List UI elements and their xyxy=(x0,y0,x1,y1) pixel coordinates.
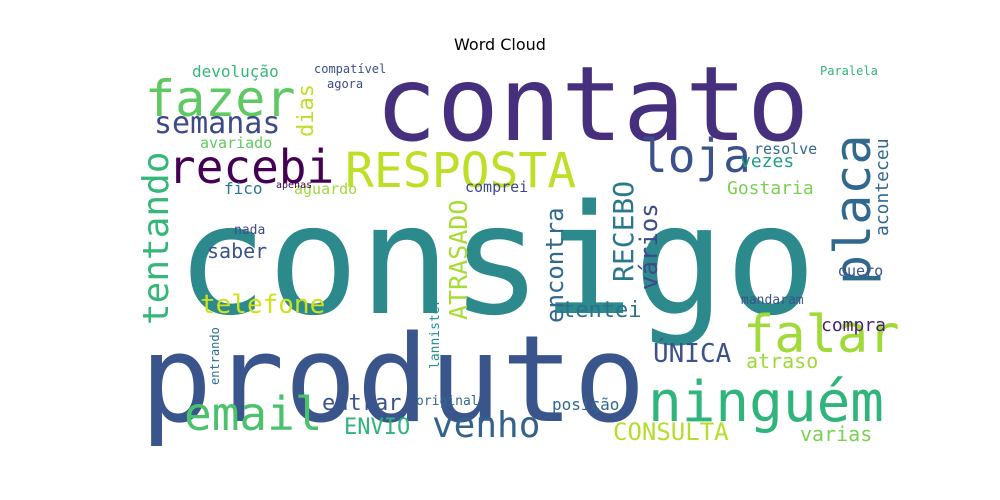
word-única: ÚNICA xyxy=(653,337,732,369)
word-placa: placa xyxy=(824,134,882,285)
word-resolve: resolve xyxy=(754,140,817,158)
word-fazer: fazer xyxy=(145,70,296,128)
word-avariado: avariado xyxy=(200,134,272,152)
word-email: email xyxy=(184,387,322,441)
word-vários: vários xyxy=(635,203,663,290)
word-mandaram: mandaram xyxy=(741,293,804,308)
chart-title: Word Cloud xyxy=(454,35,546,54)
word-varias: varias xyxy=(800,422,872,446)
word-entrando: entrando xyxy=(208,327,222,385)
word-recebo: RECEBO xyxy=(607,181,640,282)
word-venho: venho xyxy=(432,405,540,446)
word-telefone: telefone xyxy=(200,290,325,320)
word-recebi: recebi xyxy=(168,140,334,194)
word-saber: saber xyxy=(207,239,267,263)
word-compatível: compatível xyxy=(314,62,386,76)
word-atraso: atraso xyxy=(746,349,818,373)
word-aguardo: aguardo xyxy=(294,180,357,198)
word-comprei: comprei xyxy=(465,178,528,196)
word-tentando: tentando xyxy=(136,152,177,325)
word-agora: agora xyxy=(327,77,363,91)
word-loja: loja xyxy=(640,129,751,183)
word-consigo: consigo xyxy=(176,172,817,349)
word-dias: dias xyxy=(294,84,319,137)
word-gostaria: Gostaria xyxy=(727,178,814,199)
word-encontra: encontra xyxy=(541,207,569,323)
word-falar: falar xyxy=(743,305,900,365)
word-vezes: vezes xyxy=(740,151,794,172)
word-semanas: semanas xyxy=(154,106,280,141)
word-fico: fico xyxy=(224,179,263,198)
word-produto: produto xyxy=(140,311,646,450)
word-consulta: CONSULTA xyxy=(613,418,729,446)
word-contato: contato xyxy=(375,45,809,165)
word-paralela: Paralela xyxy=(820,64,878,78)
word-aconteceu: aconteceu xyxy=(872,138,893,236)
word-entrar: entrar xyxy=(322,391,401,416)
word-original: original xyxy=(416,394,479,409)
word-nada: nada xyxy=(234,223,265,238)
word-ninguém: ninguém xyxy=(648,370,884,435)
word-tentei: tentei xyxy=(562,298,641,323)
word-posição: posição xyxy=(552,395,619,414)
word-envio: ENVIO xyxy=(344,415,410,440)
word-lannister: lannister xyxy=(428,298,443,369)
word-devolução: devolução xyxy=(192,62,279,81)
word-resposta: RESPOSTA xyxy=(345,143,576,199)
word-compra: compra xyxy=(821,315,886,336)
word-atrasado: ATRASADO xyxy=(444,200,473,320)
word-quero: quero xyxy=(838,262,883,280)
word-apenas: apenas xyxy=(276,180,312,191)
